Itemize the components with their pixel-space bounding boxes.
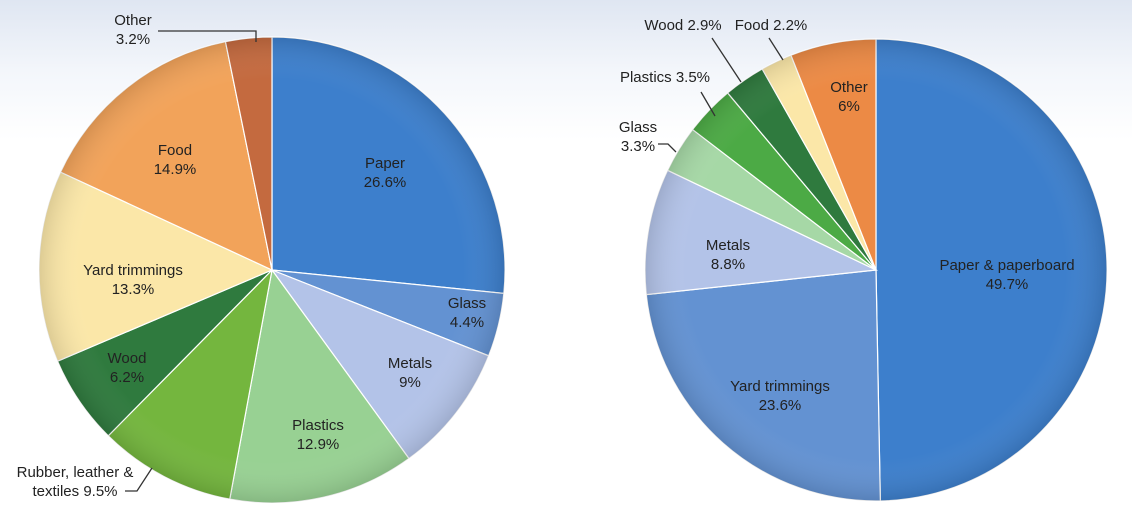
slice-label-line: 26.6%	[364, 174, 407, 191]
pie-chart-generated: Paper 26.6% Glass 4.4% Metals 9% Plastics 12.9%…	[17, 12, 506, 504]
slice-label: Other 6%	[830, 79, 868, 115]
slice-label-line: 23.6%	[759, 397, 802, 414]
slice-label: Wood 6.2%	[108, 350, 147, 386]
slice-label: Metals 8.8%	[706, 237, 750, 273]
slice-label-line: Plastics 3.5%	[620, 69, 710, 86]
slice-label-line: Plastics	[292, 417, 344, 434]
slice-label-line: 49.7%	[986, 276, 1029, 293]
slice-label: Paper & paperboard 49.7%	[939, 257, 1074, 293]
slice-label-line: 3.2%	[116, 31, 150, 48]
leader-line	[658, 143, 677, 153]
leader-line	[125, 467, 153, 492]
slice-label-line: Glass	[448, 295, 486, 312]
slice-label-line: Metals	[706, 237, 750, 254]
pie-chart-recovered: Paper & paperboard 49.7% Yard trimmings 23.…	[619, 17, 1108, 502]
slice-label: Plastics 3.5%	[620, 69, 710, 86]
slice-label: Metals 9%	[388, 355, 432, 391]
slice-label-line: Food	[158, 142, 192, 159]
slice-label: Food 2.2%	[735, 17, 808, 34]
slice-label-line: 6.2%	[110, 369, 144, 386]
slice-label-line: Other	[830, 79, 868, 96]
slice-label-line: Paper & paperboard	[939, 257, 1074, 274]
slice-label-line: Metals	[388, 355, 432, 372]
slice-label: Glass 4.4%	[448, 295, 486, 331]
slice-label: Wood 2.9%	[644, 17, 721, 34]
slice-label-line: 13.3%	[112, 281, 155, 298]
leader-line	[768, 37, 784, 61]
slice-label-line: Yard trimmings	[730, 378, 830, 395]
slice-label: Other 3.2%	[114, 12, 152, 48]
slice-label: Yard trimmings 13.3%	[83, 262, 183, 298]
slice-label-line: 4.4%	[450, 314, 484, 331]
slice-label-line: 9%	[399, 374, 421, 391]
slice-label: Glass 3.3%	[619, 119, 657, 155]
leader-line	[700, 91, 716, 117]
slice-label-line: 3.3%	[621, 138, 655, 155]
slice-label-line: Food 2.2%	[735, 17, 808, 34]
leader-line	[711, 37, 742, 83]
slice-label-line: 12.9%	[297, 436, 340, 453]
slice-label: Rubber, leather & textiles 9.5%	[17, 464, 134, 500]
slice-label: Paper 26.6%	[364, 155, 407, 191]
slice-label-line: Rubber, leather &	[17, 464, 134, 481]
slice-label-line: 14.9%	[154, 161, 197, 178]
slice-label-line: 6%	[838, 98, 860, 115]
leader-line	[158, 30, 257, 42]
slice-label: Yard trimmings 23.6%	[730, 378, 830, 414]
slice-label-line: Yard trimmings	[83, 262, 183, 279]
slice-label-line: textiles 9.5%	[32, 483, 117, 500]
slice-label-line: Paper	[365, 155, 405, 172]
slice-label-line: Glass	[619, 119, 657, 136]
slice-label-line: Other	[114, 12, 152, 29]
slice-label: Food 14.9%	[154, 142, 197, 178]
slice-label-line: Wood	[108, 350, 147, 367]
slice-label-line: Wood 2.9%	[644, 17, 721, 34]
slice-label: Plastics 12.9%	[292, 417, 344, 453]
slice-label-line: 8.8%	[711, 256, 745, 273]
